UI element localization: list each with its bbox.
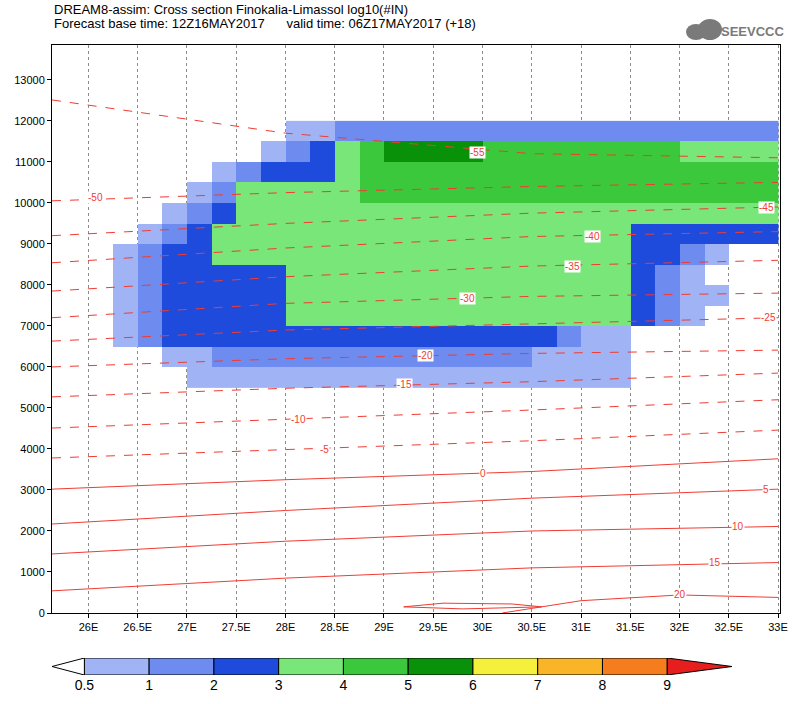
svg-text:7: 7 xyxy=(534,677,542,693)
svg-text:-30: -30 xyxy=(460,293,475,304)
svg-text:30E: 30E xyxy=(473,621,493,633)
svg-text:1000: 1000 xyxy=(20,566,44,578)
svg-text:0: 0 xyxy=(39,607,45,619)
svg-text:13000: 13000 xyxy=(14,74,45,86)
svg-text:8: 8 xyxy=(599,677,607,693)
svg-text:1: 1 xyxy=(145,677,153,693)
svg-text:30.5E: 30.5E xyxy=(517,621,546,633)
svg-text:11000: 11000 xyxy=(15,156,45,168)
svg-text:27.5E: 27.5E xyxy=(222,621,251,633)
svg-text:-50: -50 xyxy=(88,192,103,203)
svg-text:29E: 29E xyxy=(374,621,394,633)
svg-text:-35: -35 xyxy=(565,261,580,272)
svg-text:4000: 4000 xyxy=(20,443,44,455)
svg-text:-15: -15 xyxy=(397,379,412,390)
svg-text:26.5E: 26.5E xyxy=(123,621,152,633)
svg-text:3: 3 xyxy=(275,677,283,693)
svg-text:27E: 27E xyxy=(177,621,197,633)
svg-text:20: 20 xyxy=(674,589,686,600)
svg-text:2: 2 xyxy=(210,677,218,693)
svg-text:32.5E: 32.5E xyxy=(714,621,743,633)
svg-text:-45: -45 xyxy=(759,202,774,213)
svg-text:DREAM8-assim: Cross section Fi: DREAM8-assim: Cross section Finokalia-Li… xyxy=(54,2,408,17)
svg-text:28E: 28E xyxy=(276,621,296,633)
svg-text:3000: 3000 xyxy=(20,484,44,496)
svg-text:31E: 31E xyxy=(571,621,591,633)
svg-text:10: 10 xyxy=(732,521,744,532)
svg-text:5: 5 xyxy=(763,484,769,495)
svg-text:15: 15 xyxy=(709,557,721,568)
svg-text:-40: -40 xyxy=(585,231,600,242)
svg-text:0.5: 0.5 xyxy=(75,677,95,693)
svg-text:Forecast base time: 12Z16MAY20: Forecast base time: 12Z16MAY2017 valid t… xyxy=(54,16,476,31)
svg-text:-10: -10 xyxy=(291,414,306,425)
svg-text:33E: 33E xyxy=(768,621,788,633)
svg-text:2000: 2000 xyxy=(20,525,44,537)
svg-text:29.5E: 29.5E xyxy=(419,621,448,633)
svg-text:9000: 9000 xyxy=(20,238,44,250)
svg-text:0: 0 xyxy=(480,468,486,479)
svg-text:5: 5 xyxy=(404,677,412,693)
svg-text:9: 9 xyxy=(663,677,671,693)
svg-text:12000: 12000 xyxy=(14,115,45,127)
svg-text:6000: 6000 xyxy=(20,361,44,373)
svg-text:32E: 32E xyxy=(670,621,690,633)
svg-text:28.5E: 28.5E xyxy=(320,621,349,633)
svg-text:6: 6 xyxy=(469,677,477,693)
svg-text:SEEVCCC: SEEVCCC xyxy=(721,24,784,39)
svg-text:4: 4 xyxy=(340,677,348,693)
svg-text:31.5E: 31.5E xyxy=(616,621,645,633)
svg-text:10000: 10000 xyxy=(14,197,45,209)
svg-text:-25: -25 xyxy=(761,312,776,323)
svg-text:-55: -55 xyxy=(470,147,485,158)
svg-text:8000: 8000 xyxy=(20,279,44,291)
svg-text:-20: -20 xyxy=(418,350,433,361)
svg-text:5000: 5000 xyxy=(20,402,44,414)
svg-text:-5: -5 xyxy=(320,444,329,455)
svg-text:7000: 7000 xyxy=(20,320,44,332)
svg-text:26E: 26E xyxy=(79,621,99,633)
